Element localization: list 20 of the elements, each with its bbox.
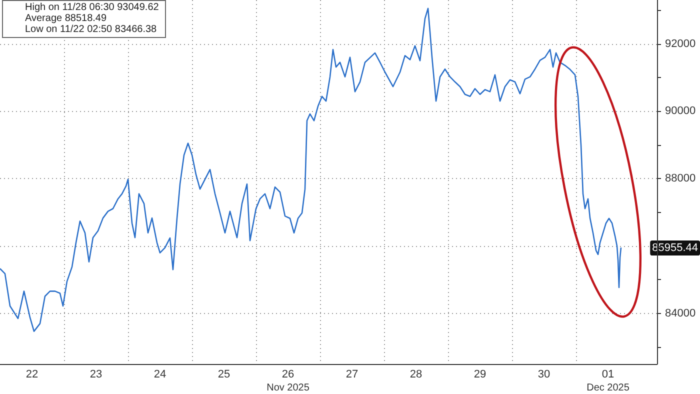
text: Nov 2025 — [266, 382, 310, 394]
y-tick-label: 88000 — [665, 172, 696, 185]
y-tick-label: 92000 — [665, 38, 696, 50]
x-tick-label: 26 — [282, 368, 294, 380]
annotation: 85955.44 — [652, 242, 698, 254]
annotation: Average 88518.49 — [25, 13, 108, 24]
x-tick-label: 23 — [90, 368, 102, 380]
y-tick-label: 84000 — [665, 307, 696, 320]
x-tick-label: 25 — [218, 368, 230, 380]
x-tick-label: 29 — [474, 368, 486, 380]
x-tick-label: 01 — [602, 368, 614, 380]
x-tick-label: 27 — [346, 368, 358, 380]
x-tick-label: 28 — [410, 368, 422, 380]
x-tick-label: 22 — [26, 368, 38, 380]
text: Dec 2025 — [586, 382, 630, 394]
x-tick-label: 30 — [538, 368, 550, 380]
annotation: Low on 11/22 02:50 83466.38 — [25, 24, 158, 35]
x-tick-label: 24 — [154, 368, 166, 380]
y-tick-label: 90000 — [665, 105, 696, 118]
annotation: High on 11/28 06:30 93049.62 — [25, 2, 159, 13]
